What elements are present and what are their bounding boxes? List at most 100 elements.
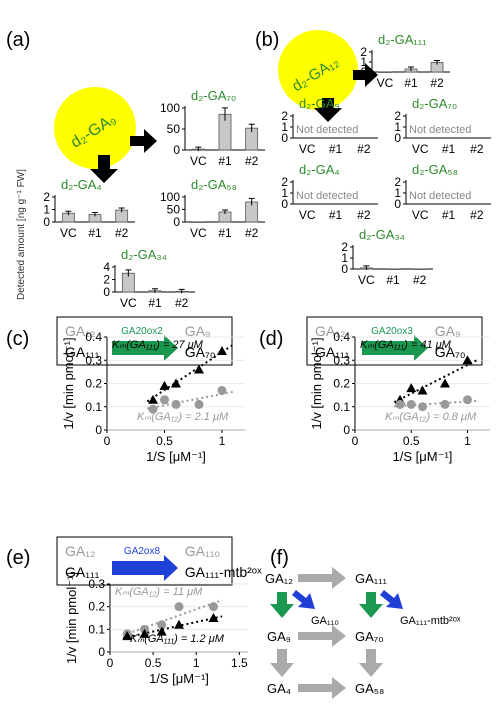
reaction-substrate-1: GA₁₂	[315, 323, 345, 339]
pathway-ga9: GA₉	[267, 629, 291, 644]
kinetics-chart-2: GA₁₂ GA₁₁₁ GA₁₁₀ GA₁₁₁-mtb²ᵒˣ GA2ox8 0 0.1 0.2 0…	[56, 536, 262, 686]
x-tick-label: 1	[219, 434, 226, 448]
panel-label-d: (d)	[259, 328, 283, 350]
bar-chart-8: d₂-GA₅₈ 012 VC #1 #2 Not detected	[394, 162, 491, 222]
y-tick-label: 0	[394, 131, 401, 145]
x-tick-label: VC	[299, 142, 316, 156]
bar	[413, 268, 427, 270]
pathway-ga111: GA₁₁₁	[355, 571, 388, 586]
bar-chart-title: d₂-GA₇₀	[191, 88, 236, 103]
y-tick-label: 100	[160, 101, 180, 115]
x-tick-label: #2	[245, 154, 259, 168]
km-label: Kₘ(GA₁₁₁) = 1.2 μM	[130, 633, 225, 645]
pathway-arrow-ga12-ga9	[270, 592, 294, 618]
bar-chart-title: d₂-GA₃₄	[359, 227, 405, 242]
y-axis-label: 1/v [min pmol⁻¹]	[61, 337, 76, 429]
reaction-arrow	[112, 555, 178, 581]
reaction-substrate-2: GA₁₁₁	[65, 564, 100, 580]
km-label: Kₘ(GA₁₂) = 11 μM	[115, 586, 203, 598]
scatter-charts: GA₁₂ GA₁₁₁ GA₉ GA₇₀ GA20ox2 0 0.1 0.2 0.3 0.4 0 0.5…	[56, 316, 490, 686]
x-tick-label: #1	[148, 296, 162, 310]
kinetics-chart-0: GA₁₂ GA₁₁₁ GA₉ GA₇₀ GA20ox2 0 0.1 0.2 0.3 0.4 0 0.5…	[56, 316, 245, 464]
reaction-product-1: GA₁₁₀	[185, 543, 221, 559]
data-point-triangle	[159, 380, 170, 390]
y-tick-label: 1	[43, 203, 50, 217]
y-tick-label: 0.1	[88, 622, 105, 636]
panel-label-b: (b)	[255, 29, 279, 51]
y-tick-label: 50	[167, 203, 181, 217]
data-point-triangle	[122, 631, 133, 641]
reaction-substrate-1: GA₁₂	[65, 543, 95, 559]
data-point-circle	[217, 385, 227, 395]
data-point-triangle	[148, 394, 158, 404]
reaction-arrow	[112, 335, 178, 361]
reaction-substrate-2: GA₁₁₁	[315, 344, 350, 360]
data-point-circle	[194, 399, 204, 409]
data-point-triangle	[171, 378, 181, 388]
bar-chart-title: d₂-GA₅₈	[412, 162, 458, 177]
bar-chart-0: d₂-GA₇₀ 0 50 100 VC #1 #2	[160, 88, 265, 168]
arrow-down-a	[90, 155, 118, 183]
reaction-arrow	[362, 335, 428, 361]
y-tick-label: 0	[98, 645, 105, 659]
data-point-circle	[148, 404, 158, 414]
data-point-triangle	[156, 626, 167, 636]
data-point-circle	[395, 399, 405, 409]
arrow-right-b	[353, 63, 378, 87]
x-tick-label: 1	[464, 434, 471, 448]
data-point-triangle	[139, 628, 150, 638]
x-tick-label: VC	[412, 142, 429, 156]
y-tick-label: 0.3	[88, 577, 105, 591]
km-label: Kₘ(GA₁₂) = 2.1 μM	[137, 411, 229, 423]
x-tick-label: 0.5	[156, 434, 173, 448]
x-tick-label: #2	[470, 142, 484, 156]
x-axis-label: 1/S [μM⁻¹]	[149, 671, 209, 686]
bar-chart-7: d₂-GA₄ 012 VC #1 #2 Not detected	[281, 162, 378, 222]
x-tick-label: #1	[442, 208, 456, 222]
y-tick-label: 0	[281, 197, 288, 211]
data-point-triangle	[174, 619, 184, 629]
data-point-circle	[160, 395, 169, 405]
x-tick-label: VC	[358, 273, 375, 287]
bar-chart-3: d₂-GA₃₄ 024 VC #1 #2	[103, 247, 195, 310]
substrate-circle-a	[54, 87, 136, 169]
data-point-circle	[157, 620, 167, 630]
not-detected-label: Not detected	[296, 124, 358, 136]
bar-chart-title: d₂-GA₁₁₁	[378, 32, 427, 47]
reaction-product-1: GA₉	[185, 323, 211, 339]
reaction-substrate-2: GA₁₁₁	[65, 344, 100, 360]
pathway-ga111-mtb: GA₁₁₁-mtb²ᵒˣ	[400, 615, 461, 627]
y-tick-label: 4	[103, 260, 110, 274]
data-point-triangle	[406, 383, 417, 393]
y-axis-label: 1/v [min pmol⁻¹]	[64, 572, 79, 664]
kinetics-chart-1: GA₁₂ GA₁₁₁ GA₉ GA₇₀ GA20ox3 0 0.1 0.2 0.3 0.4 0 0.5…	[306, 316, 490, 464]
y-tick-label: 0	[43, 215, 50, 229]
arrow-down-b	[314, 98, 342, 122]
x-tick-label: VC	[60, 226, 77, 240]
y-tick-label: 1	[281, 186, 288, 200]
y-tick-label: 2	[394, 109, 401, 123]
x-tick-label: VC	[412, 208, 429, 222]
bar-chart-4: d₂-GA₁₁₁ 012 VC #1 #2	[360, 32, 450, 90]
fit-line	[122, 615, 223, 640]
fit-line	[122, 599, 223, 637]
bar-chart-title: d₂-GA₃₄	[121, 247, 167, 262]
x-tick-label: #2	[115, 226, 129, 240]
y-tick-label: 0	[360, 65, 367, 79]
y-tick-label: 2	[360, 45, 367, 59]
x-tick-label: VC	[190, 226, 207, 240]
pathway-ga58: GA₅₈	[355, 681, 384, 696]
y-tick-label: 0	[103, 285, 110, 299]
pathway-diagram: GA₁₂ GA₁₁₁ GA₁₁₀ GA₁₁₁-mtb²ᵒˣ GA₉ GA₇₀ G…	[265, 567, 461, 699]
bar	[386, 268, 400, 270]
y-tick-label: 0.1	[85, 400, 102, 414]
x-tick-label: 0.5	[403, 434, 420, 448]
data-point-triangle	[194, 364, 204, 374]
data-point-circle	[174, 602, 184, 612]
data-point-circle	[440, 399, 450, 409]
bar	[378, 71, 392, 73]
bar-chart-title: d₂-GA₅₈	[191, 177, 237, 192]
bar-chart-title: d₂-GA₄	[299, 162, 340, 177]
